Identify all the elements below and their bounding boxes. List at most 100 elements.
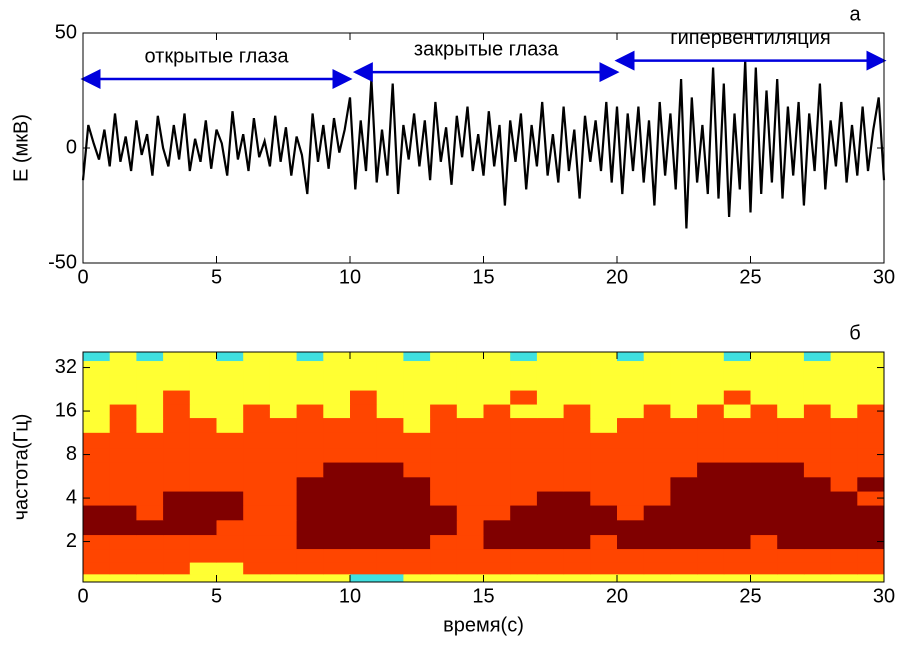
- heatmap-cell: [617, 562, 645, 575]
- heatmap-cell: [777, 404, 805, 419]
- x-tick-label: 15: [472, 266, 494, 288]
- heatmap-cell: [857, 352, 884, 362]
- heatmap-cell: [323, 505, 351, 521]
- heatmap-cell: [403, 390, 431, 405]
- heatmap-cell: [777, 417, 805, 433]
- heatmap-cell: [216, 417, 244, 433]
- heatmap-cell: [617, 519, 645, 536]
- heatmap-cell: [216, 548, 244, 563]
- heatmap-cell: [189, 491, 217, 506]
- heatmap-cell: [617, 447, 645, 463]
- heatmap-cell: [350, 548, 378, 563]
- heatmap-cell: [617, 352, 645, 362]
- heatmap-cell: [296, 432, 324, 449]
- heatmap-cell: [216, 375, 244, 391]
- heatmap-cell: [857, 519, 884, 536]
- heatmap-cell: [697, 390, 725, 405]
- heatmap-cell: [376, 352, 404, 362]
- heatmap-cell: [430, 562, 458, 575]
- heatmap-cell: [563, 519, 591, 536]
- heatmap-cell: [643, 476, 671, 492]
- heatmap-cell: [590, 352, 618, 362]
- heatmap-cell: [723, 505, 751, 521]
- heatmap-cell: [350, 462, 378, 478]
- heatmap-cell: [857, 573, 884, 582]
- heatmap-cell: [483, 476, 511, 492]
- heatmap-cell: [403, 548, 431, 563]
- heatmap-cell: [723, 491, 751, 506]
- heatmap-cell: [697, 534, 725, 550]
- heatmap-cell: [83, 491, 111, 506]
- heatmap-cell: [243, 519, 271, 536]
- heatmap-cell: [590, 491, 618, 506]
- heatmap-cell: [617, 360, 645, 376]
- heatmap-cell: [750, 360, 778, 376]
- heatmap-cell: [376, 462, 404, 478]
- heatmap-cell: [483, 491, 511, 506]
- heatmap-cell: [456, 519, 484, 536]
- heatmap-cell: [483, 462, 511, 478]
- heatmap-cell: [857, 404, 884, 419]
- y-tick-label: 32: [55, 356, 77, 378]
- heatmap-cell: [83, 534, 111, 550]
- heatmap-cell: [857, 476, 884, 492]
- heatmap-cell: [857, 562, 884, 575]
- heatmap-cell: [536, 360, 565, 376]
- x-axis-label: время(с): [443, 614, 524, 636]
- heatmap-cell: [803, 562, 832, 575]
- heatmap-cell: [617, 476, 645, 492]
- heatmap-cell: [590, 534, 618, 550]
- heatmap-cell: [269, 417, 298, 433]
- heatmap-cell: [403, 573, 431, 582]
- heatmap-cell: [269, 404, 298, 419]
- heatmap-cell: [750, 505, 778, 521]
- y-axis-label: E (мкВ): [10, 114, 32, 182]
- heatmap-cell: [830, 360, 858, 376]
- heatmap-cell: [136, 375, 164, 391]
- heatmap-cell: [590, 447, 618, 463]
- heatmap-cell: [269, 390, 298, 405]
- heatmap-cell: [189, 375, 217, 391]
- heatmap-cell: [216, 447, 244, 463]
- heatmap-cell: [803, 432, 832, 449]
- heatmap-cell: [510, 534, 538, 550]
- y-tick-label: 0: [66, 136, 77, 158]
- heatmap-cell: [403, 462, 431, 478]
- heatmap-cell: [456, 534, 484, 550]
- heatmap-cell: [830, 447, 858, 463]
- heatmap-cell: [617, 491, 645, 506]
- heatmap-cell: [723, 375, 751, 391]
- heatmap-cell: [216, 562, 244, 575]
- heatmap-cell: [750, 548, 778, 563]
- heatmap-cell: [803, 505, 832, 521]
- heatmap-cell: [536, 462, 565, 478]
- heatmap-cell: [403, 519, 431, 536]
- heatmap-cell: [670, 505, 698, 521]
- heatmap-cell: [243, 534, 271, 550]
- heatmap-cell: [750, 519, 778, 536]
- heatmap-cell: [777, 390, 805, 405]
- heatmap-cell: [269, 491, 298, 506]
- heatmap-cell: [830, 505, 858, 521]
- heatmap-cell: [483, 432, 511, 449]
- heatmap-cell: [189, 462, 217, 478]
- heatmap-cell: [750, 573, 778, 582]
- heatmap-cell: [189, 548, 217, 563]
- heatmap-cell: [777, 519, 805, 536]
- heatmap-cell: [563, 417, 591, 433]
- heatmap-cell: [697, 548, 725, 563]
- heatmap-cell: [777, 573, 805, 582]
- heatmap-cell: [670, 352, 698, 362]
- heatmap-cell: [483, 404, 511, 419]
- heatmap-cell: [269, 476, 298, 492]
- heatmap-cell: [830, 352, 858, 362]
- heatmap-cell: [350, 519, 378, 536]
- heatmap-cell: [243, 375, 271, 391]
- heatmap-cell: [296, 462, 324, 478]
- heatmap: [83, 352, 884, 582]
- heatmap-cell: [350, 404, 378, 419]
- heatmap-cell: [456, 462, 484, 478]
- heatmap-cell: [403, 432, 431, 449]
- heatmap-cell: [483, 390, 511, 405]
- heatmap-cell: [777, 352, 805, 362]
